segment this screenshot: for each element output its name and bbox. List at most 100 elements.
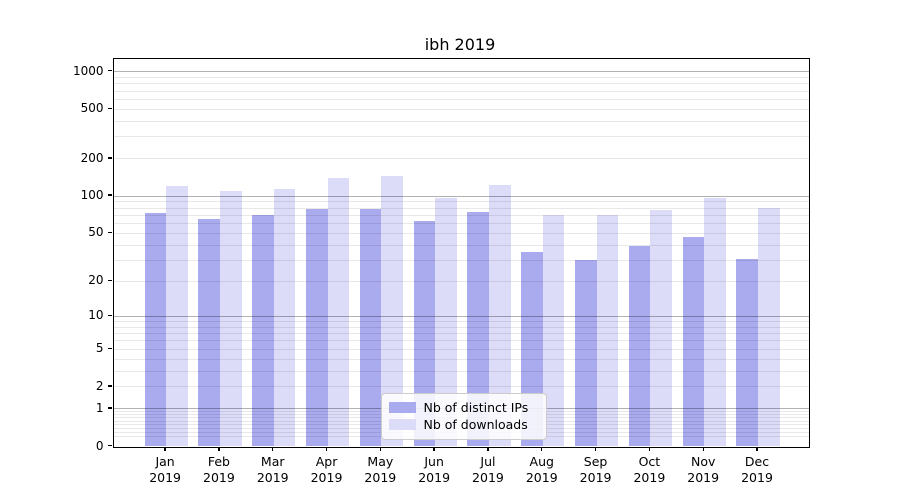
gridline-100: [113, 195, 809, 197]
x-tick-nov: [702, 446, 704, 451]
gridline-4: [113, 358, 809, 360]
legend: Nb of distinct IPs Nb of downloads: [380, 392, 547, 440]
y-label-1: 1: [95, 400, 104, 415]
y-tick-0: [107, 444, 112, 447]
bar-downloads-feb: [219, 191, 242, 447]
x-tick-apr: [325, 446, 328, 451]
x-tick-may: [379, 446, 382, 451]
y-tick-10: [107, 314, 112, 317]
bar-downloads-jun: [435, 198, 457, 447]
x-label-mar: Mar 2019: [256, 453, 289, 485]
bar-distinct-ips-jun: [413, 220, 436, 447]
x-label-jan: Jan 2019: [149, 453, 181, 485]
bar-distinct-ips-may: [359, 209, 382, 447]
x-label-nov: Nov 2019: [687, 453, 720, 485]
x-label-oct: Oct 2019: [633, 453, 666, 485]
x-tick-jun: [433, 446, 435, 451]
gridline-1000: [113, 71, 809, 73]
gridline-500: [113, 108, 809, 110]
legend-label-downloads: Nb of downloads: [423, 417, 528, 432]
legend-label-distinct-ips: Nb of distinct IPs: [423, 400, 529, 415]
y-tick-20: [107, 279, 112, 282]
bar-downloads-nov: [704, 198, 726, 447]
bar-distinct-ips-oct: [628, 246, 651, 447]
gridline-90: [113, 201, 809, 203]
bar-distinct-ips-nov: [682, 236, 705, 447]
x-tick-sep: [594, 446, 597, 451]
gridline-5: [113, 348, 809, 350]
gridline-80: [113, 207, 809, 209]
x-tick-oct: [648, 446, 651, 451]
x-label-sep: Sep 2019: [579, 453, 612, 485]
bar-downloads-apr: [327, 178, 350, 447]
legend-item-distinct-ips: Nb of distinct IPs: [388, 400, 538, 416]
gridline-9: [113, 321, 809, 323]
y-label-10: 10: [88, 308, 104, 323]
bar-distinct-ips-dec: [736, 258, 758, 447]
gridline-600: [113, 98, 809, 100]
y-tick-1: [107, 407, 112, 409]
gridline-50: [113, 232, 809, 234]
y-label-100: 100: [80, 188, 104, 203]
x-label-may: May 2019: [364, 453, 397, 485]
y-tick-1000: [107, 70, 112, 72]
x-tick-jul: [487, 446, 489, 451]
x-tick-mar: [272, 446, 274, 451]
gridline-40: [113, 244, 809, 246]
chart-title: ibh 2019: [424, 35, 496, 54]
gridline-60: [113, 223, 809, 224]
gridline-6: [113, 340, 809, 342]
gridline-70: [113, 214, 809, 216]
y-tick-100: [107, 194, 112, 196]
grid-layer: [113, 59, 809, 447]
x-label-apr: Apr 2019: [310, 453, 343, 485]
gridline-3: [113, 370, 809, 372]
bar-downloads-mar: [273, 188, 296, 447]
x-label-jul: Jul 2019: [472, 453, 504, 485]
y-tick-500: [107, 107, 112, 109]
bar-downloads-jul: [488, 185, 511, 447]
bar-downloads-oct: [650, 210, 672, 447]
bar-downloads-jan: [166, 185, 188, 447]
gridline-30: [113, 259, 809, 261]
bar-downloads-may: [381, 175, 403, 447]
x-label-dec: Dec 2019: [741, 453, 773, 485]
x-tick-dec: [756, 446, 758, 451]
legend-swatch-downloads: [388, 419, 416, 430]
y-label-5: 5: [95, 341, 104, 356]
bar-distinct-ips-jan: [144, 213, 167, 447]
bar-distinct-ips-sep: [574, 260, 597, 447]
legend-swatch-distinct-ips: [388, 402, 416, 413]
gridline-800: [113, 83, 809, 85]
gridline-700: [113, 90, 809, 92]
gridline-400: [113, 120, 809, 122]
x-label-feb: Feb 2019: [203, 453, 235, 485]
x-tick-jan: [164, 446, 166, 451]
bar-distinct-ips-jul: [467, 212, 489, 447]
y-label-50: 50: [88, 225, 104, 240]
y-label-0: 0: [95, 438, 104, 453]
gridline-900: [113, 76, 809, 78]
x-label-aug: Aug 2019: [525, 453, 558, 485]
y-tick-200: [107, 157, 112, 159]
legend-item-downloads: Nb of downloads: [388, 417, 538, 433]
bar-downloads-aug: [542, 214, 565, 447]
plot-area: Nb of distinct IPs Nb of downloads: [112, 57, 810, 448]
gridline-7: [113, 333, 809, 335]
bar-downloads-dec: [758, 208, 780, 447]
bar-distinct-ips-apr: [305, 208, 328, 447]
gridline-300: [113, 136, 809, 138]
x-label-jun: Jun 2019: [418, 453, 451, 485]
gridline-20: [113, 280, 809, 282]
x-tick-aug: [541, 446, 543, 451]
gridline-8: [113, 326, 809, 328]
y-label-200: 200: [80, 150, 104, 165]
y-label-2: 2: [95, 378, 104, 393]
y-label-500: 500: [80, 101, 104, 116]
y-tick-5: [107, 347, 112, 349]
x-tick-feb: [218, 446, 220, 451]
gridline-10: [113, 315, 809, 317]
bar-distinct-ips-mar: [252, 215, 274, 447]
y-label-1000: 1000: [72, 63, 104, 78]
